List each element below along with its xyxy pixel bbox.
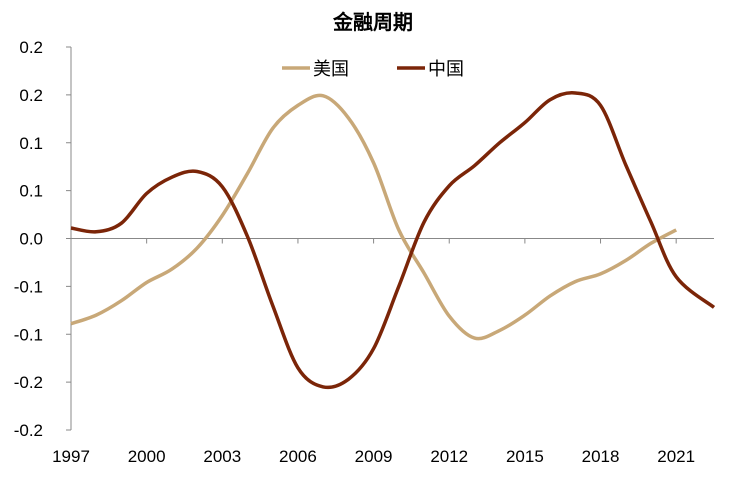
legend: 美国 中国 — [282, 59, 464, 80]
y-tick-label: -0.2 — [14, 373, 43, 392]
series-lines — [70, 91, 716, 390]
y-tick-label: -0.1 — [14, 325, 43, 344]
y-tick-label: -0.2 — [14, 421, 43, 440]
x-tick-label: 2018 — [582, 447, 620, 466]
y-tick-label: 0.1 — [19, 134, 43, 153]
x-tick-label: 2021 — [657, 447, 695, 466]
y-tick-label: -0.1 — [14, 277, 43, 296]
y-tick-label: 0.2 — [19, 38, 43, 57]
series-line-us — [70, 93, 678, 341]
x-tick-label: 2012 — [430, 447, 468, 466]
x-axis-labels: 1997 2000 2003 2006 2009 2012 2015 2018 2021 — [52, 447, 695, 466]
y-axis-labels: 0.2 0.2 0.1 0.1 0.0 -0.1 -0.1 -0.2 -0.2 — [14, 38, 43, 440]
x-tick-label: 2015 — [506, 447, 544, 466]
x-tick-label: 2009 — [355, 447, 393, 466]
x-tick-label: 1997 — [52, 447, 90, 466]
x-tick-label: 2006 — [279, 447, 317, 466]
legend-label: 中国 — [428, 59, 464, 80]
legend-label: 美国 — [313, 59, 349, 80]
chart-title: 金融周期 — [333, 10, 413, 34]
y-tick-label: 0.1 — [19, 182, 43, 201]
y-tick-label: 0.0 — [19, 230, 43, 249]
series-line-china — [70, 91, 716, 390]
y-tick-label: 0.2 — [19, 86, 43, 105]
x-axis-ticks — [70, 238, 677, 244]
x-tick-label: 2000 — [128, 447, 166, 466]
y-axis-ticks — [66, 46, 71, 431]
x-tick-label: 2003 — [203, 447, 241, 466]
